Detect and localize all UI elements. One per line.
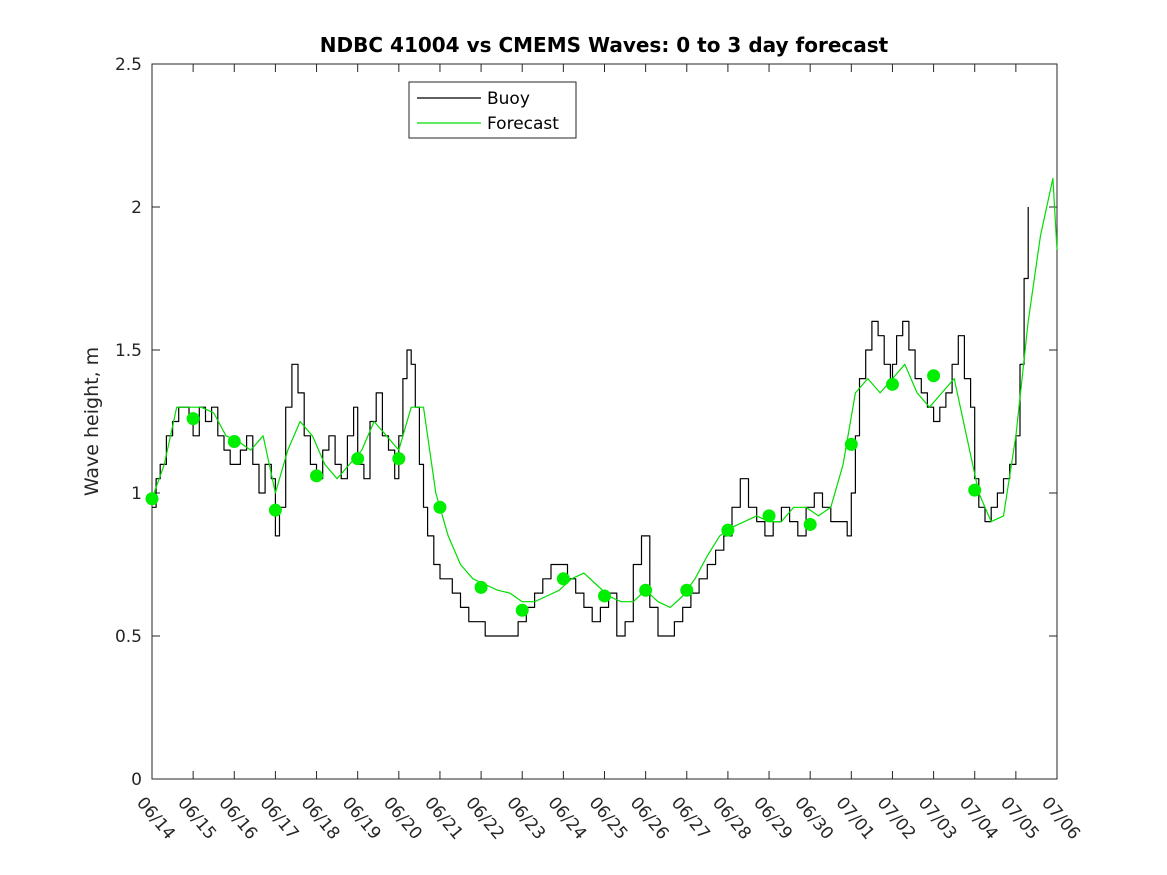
forecast-marker xyxy=(145,492,159,506)
forecast-marker xyxy=(474,580,488,594)
forecast-marker xyxy=(515,603,529,617)
forecast-marker xyxy=(885,377,899,391)
legend-label-buoy: Buoy xyxy=(487,89,530,109)
forecast-marker xyxy=(556,572,570,586)
legend-label-forecast: Forecast xyxy=(487,114,559,134)
y-tick-label: 1 xyxy=(131,484,142,504)
series-line-buoy xyxy=(152,207,1029,637)
forecast-marker xyxy=(639,583,653,597)
y-tick-label: 2.5 xyxy=(115,55,142,75)
forecast-marker xyxy=(968,483,982,497)
forecast-marker xyxy=(598,589,611,603)
y-tick-label: 0 xyxy=(131,770,142,790)
forecast-marker xyxy=(433,500,447,514)
y-tick-label: 1.5 xyxy=(115,341,142,361)
marker-layer xyxy=(145,369,982,617)
forecast-marker xyxy=(310,469,324,483)
forecast-marker xyxy=(186,412,200,426)
forecast-marker xyxy=(392,452,406,466)
y-tick-label: 2 xyxy=(131,198,142,218)
y-tick-label: 0.5 xyxy=(115,627,142,647)
forecast-marker xyxy=(227,435,241,449)
y-axis-label: Wave height, m xyxy=(81,347,103,496)
chart-title: NDBC 41004 vs CMEMS Waves: 0 to 3 day fo… xyxy=(320,33,889,57)
forecast-marker xyxy=(680,583,694,597)
forecast-marker xyxy=(351,452,365,466)
forecast-marker xyxy=(762,509,776,523)
forecast-marker xyxy=(844,437,858,451)
legend: Buoy Forecast xyxy=(408,81,577,139)
forecast-marker xyxy=(927,369,941,383)
forecast-marker xyxy=(721,523,735,537)
forecast-marker xyxy=(803,517,817,531)
forecast-marker xyxy=(268,503,282,517)
legend-box xyxy=(408,81,577,139)
